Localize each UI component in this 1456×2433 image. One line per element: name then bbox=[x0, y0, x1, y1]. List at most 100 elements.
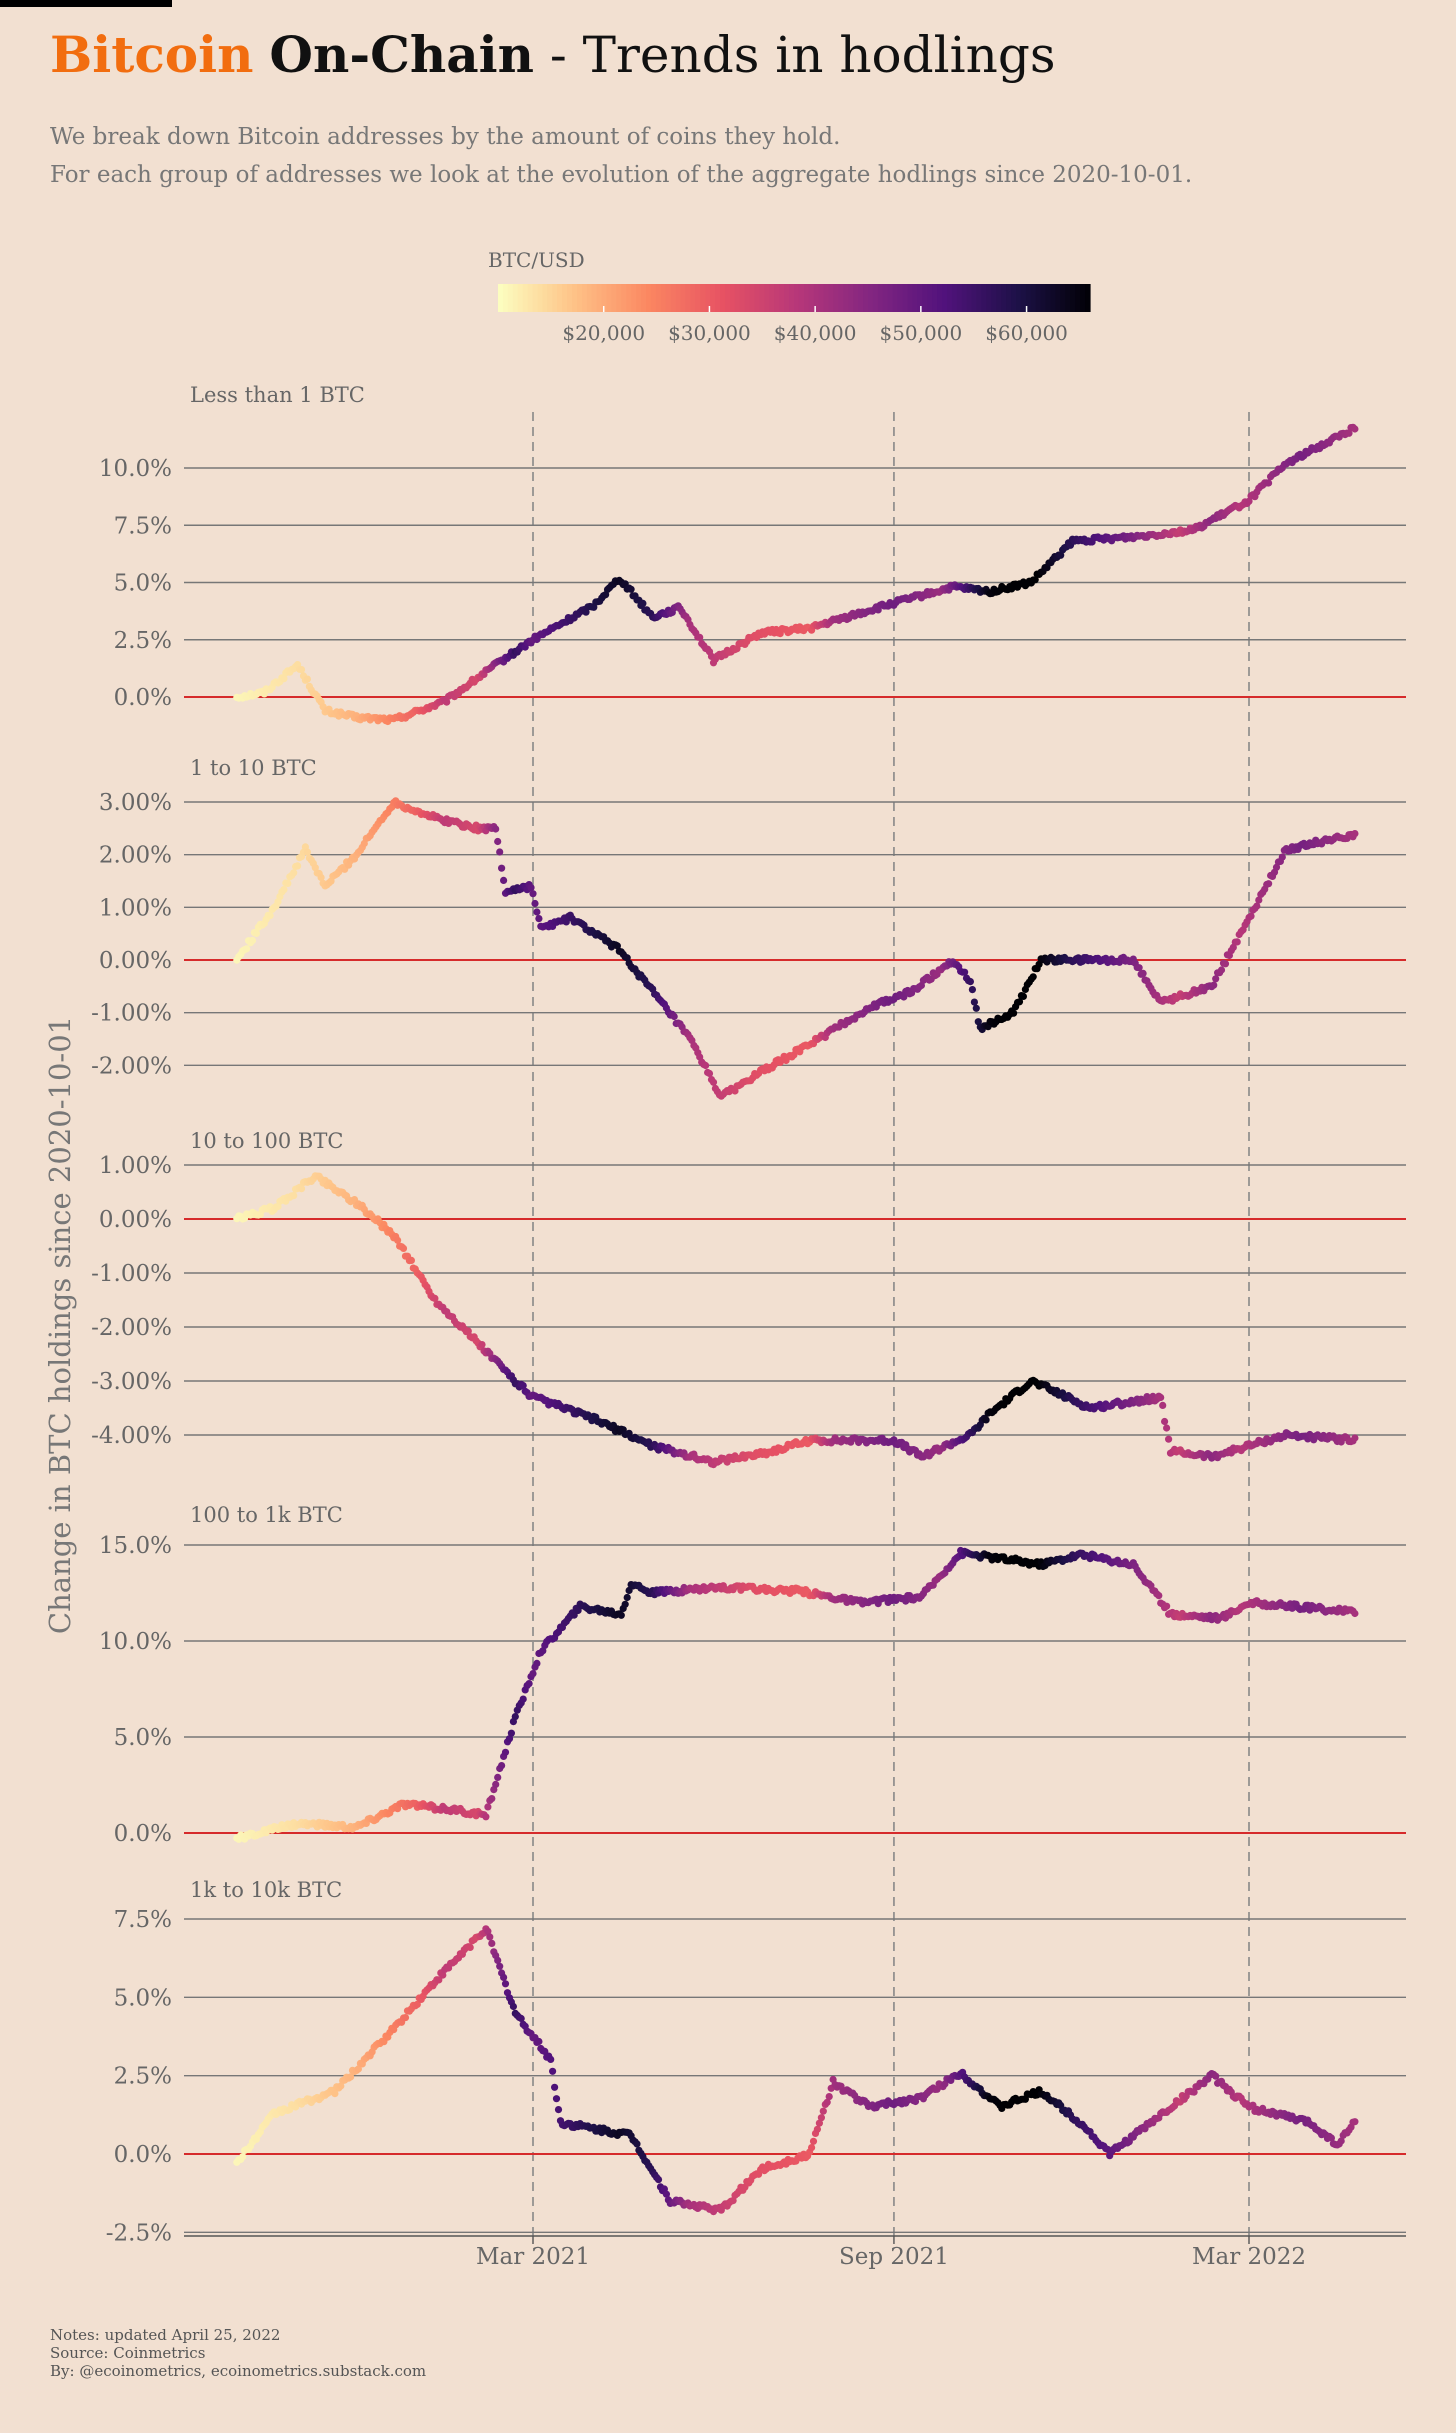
data-point bbox=[484, 1927, 492, 1935]
data-point bbox=[294, 862, 302, 870]
y-tick-label: 0.0% bbox=[114, 1821, 172, 1847]
colorbar-segment bbox=[626, 284, 632, 312]
data-point bbox=[443, 698, 451, 706]
colorbar-segment bbox=[547, 284, 553, 312]
colorbar-segment bbox=[601, 284, 608, 312]
colorbar-segment bbox=[710, 284, 716, 312]
data-point bbox=[331, 2090, 339, 2098]
data-point bbox=[809, 2137, 818, 2145]
colorbar-segment bbox=[887, 284, 894, 312]
data-point bbox=[1337, 2137, 1345, 2145]
colorbar-segment bbox=[1055, 284, 1061, 312]
panel-label: 100 to 1k BTC bbox=[190, 1503, 343, 1527]
colorbar-segment bbox=[552, 284, 558, 312]
data-point bbox=[239, 2153, 247, 2161]
colorbar-tick-label: $20,000 bbox=[562, 321, 645, 345]
data-point bbox=[982, 1416, 990, 1424]
data-point bbox=[431, 1294, 439, 1302]
data-point bbox=[547, 2055, 555, 2063]
data-point bbox=[464, 1327, 472, 1335]
data-point bbox=[488, 1939, 496, 1947]
data-point bbox=[662, 2190, 671, 2198]
colorbar-segment bbox=[1016, 284, 1022, 312]
data-point bbox=[496, 848, 504, 856]
data-point bbox=[1190, 2088, 1198, 2096]
data-point bbox=[639, 599, 647, 608]
data-point bbox=[1210, 981, 1218, 989]
colorbar-segment bbox=[527, 284, 534, 312]
colorbar-segment bbox=[818, 284, 825, 312]
colorbar-segment bbox=[498, 284, 504, 312]
data-point bbox=[280, 886, 288, 894]
data-point bbox=[401, 2014, 410, 2022]
colorbar-segment bbox=[700, 284, 706, 312]
y-tick-label: -2.00% bbox=[91, 1315, 172, 1341]
colorbar-segment bbox=[1030, 284, 1037, 312]
colorbar-segment bbox=[912, 284, 918, 312]
data-point bbox=[1265, 880, 1273, 888]
data-point bbox=[266, 912, 274, 920]
colorbar-segment bbox=[892, 284, 899, 312]
data-point bbox=[337, 2082, 345, 2090]
x-tick-label: Mar 2021 bbox=[476, 2244, 590, 2270]
data-point bbox=[1015, 998, 1024, 1006]
data-point bbox=[494, 1773, 502, 1781]
panel-label: Less than 1 BTC bbox=[190, 383, 365, 407]
colorbar-segment bbox=[784, 284, 790, 312]
data-point bbox=[1255, 896, 1263, 904]
notes-byline: By: @ecoinometrics, ecoinometrics.substa… bbox=[50, 2362, 427, 2380]
data-point bbox=[1351, 1434, 1359, 1442]
data-point bbox=[243, 945, 251, 953]
colorbar-segment bbox=[868, 284, 874, 312]
colorbar-segment bbox=[823, 284, 830, 312]
data-point bbox=[1059, 1389, 1067, 1397]
y-tick-label: 3.00% bbox=[99, 790, 172, 816]
x-tick-label: Mar 2022 bbox=[1192, 2244, 1306, 2270]
data-point bbox=[1345, 429, 1353, 437]
colorbar-segment bbox=[1070, 284, 1076, 312]
colorbar-segment bbox=[863, 284, 869, 312]
colorbar-segment bbox=[517, 284, 524, 312]
colorbar-segment bbox=[611, 284, 617, 312]
data-point bbox=[494, 837, 502, 846]
data-point bbox=[519, 1695, 527, 1703]
data-point bbox=[1057, 551, 1065, 559]
y-tick-label: 2.5% bbox=[114, 2064, 172, 2090]
data-point bbox=[552, 2095, 561, 2103]
y-tick-label: 1.00% bbox=[99, 1153, 172, 1179]
colorbar-segment bbox=[596, 284, 603, 312]
colorbar-segment bbox=[946, 284, 953, 312]
data-point bbox=[813, 2125, 822, 2133]
data-point bbox=[623, 1593, 631, 1602]
data-point bbox=[654, 2176, 663, 2184]
colorbar-segment bbox=[744, 284, 751, 312]
title-bitcoin: Bitcoin bbox=[50, 25, 254, 84]
y-tick-label: 0.0% bbox=[114, 685, 172, 711]
data-point bbox=[900, 993, 908, 1001]
legend-title: BTC/USD bbox=[488, 248, 585, 272]
colorbar-segment bbox=[502, 284, 509, 312]
colorbar-segment bbox=[1045, 284, 1052, 312]
top-accent-bar bbox=[0, 0, 172, 7]
colorbar-segment bbox=[1011, 284, 1017, 312]
data-point bbox=[549, 2067, 557, 2075]
data-point bbox=[1212, 2072, 1220, 2080]
notes-source: Source: Coinmetrics bbox=[50, 2344, 206, 2362]
data-point bbox=[972, 1004, 980, 1012]
colorbar-segment bbox=[1025, 284, 1032, 312]
colorbar-segment bbox=[897, 284, 904, 312]
data-point bbox=[554, 2106, 563, 2114]
data-point bbox=[1157, 1393, 1165, 1402]
colorbar-segment bbox=[532, 284, 539, 312]
data-point bbox=[1029, 973, 1037, 981]
colorbar-segment bbox=[650, 284, 657, 312]
colorbar-segment bbox=[646, 284, 652, 312]
data-point bbox=[1253, 902, 1261, 910]
y-tick-label: -2.5% bbox=[106, 2220, 172, 2246]
data-point bbox=[529, 890, 537, 898]
y-tick-label: -1.00% bbox=[91, 1261, 172, 1287]
data-point bbox=[280, 675, 288, 683]
data-point bbox=[482, 1813, 490, 1821]
colorbar-segment bbox=[1001, 284, 1007, 312]
colorbar-tick-label: $30,000 bbox=[668, 321, 751, 345]
